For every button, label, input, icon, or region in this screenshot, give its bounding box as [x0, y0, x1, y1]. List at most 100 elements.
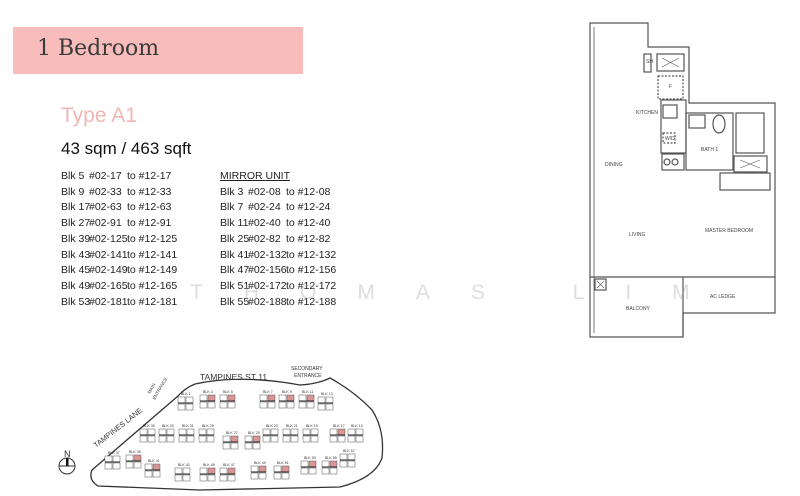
unit-blk: Blk 51 [220, 279, 250, 292]
room-label-wd: W/D [665, 136, 675, 142]
unit-blk: Blk 55 [220, 295, 250, 308]
block-unit [112, 455, 121, 463]
block-label: BLK 27 [226, 431, 238, 435]
block-unit [222, 435, 231, 443]
site-block: BLK 53 [300, 456, 317, 475]
block-unit [104, 462, 113, 470]
block-label: BLK 5 [223, 390, 233, 394]
unit-to: to #12-141 [127, 248, 178, 261]
unit-to: to #12-188 [286, 295, 337, 308]
block-unit [139, 428, 148, 436]
block-unit [270, 435, 279, 443]
block-unit [339, 453, 348, 461]
room-label-living: LIVING [629, 232, 646, 238]
unit-blk: Blk 27 [61, 217, 91, 230]
unit-blk: Blk 47 [220, 264, 250, 277]
room-label-ac-ledge: AC LEDGE [710, 294, 736, 300]
block-unit [355, 428, 364, 436]
header-banner: 1 Bedroom [13, 27, 303, 74]
block-unit [347, 460, 356, 468]
site-block: BLK 21 [282, 424, 299, 443]
unit-from: #02-33 [89, 185, 122, 198]
unit-to: to #12-91 [127, 217, 172, 230]
block-unit [230, 435, 239, 443]
block-unit [298, 401, 307, 409]
site-block: BLK 39 [125, 450, 142, 469]
site-block: BLK 9 [278, 390, 295, 409]
block-unit [325, 403, 334, 411]
unit-to: to #12-40 [286, 217, 331, 230]
block-unit [178, 428, 187, 436]
unit-blk: Blk 7 [220, 201, 244, 214]
block-unit [282, 435, 291, 443]
main-entrance-label-1: MAIN [147, 382, 157, 394]
block-unit [166, 435, 175, 443]
block-unit [259, 394, 268, 402]
block-unit [152, 470, 161, 478]
road-label-tampines-st-11: TAMPINES ST 11 [200, 372, 267, 382]
block-unit [198, 428, 207, 436]
block-label: BLK 9 [282, 390, 292, 394]
site-block: BLK 1 [177, 392, 194, 411]
unit-to: to #12-149 [127, 264, 178, 277]
site-block: BLK 11 [298, 390, 315, 409]
block-unit [258, 465, 267, 473]
unit-blk: Blk 3 [220, 185, 244, 198]
block-unit [281, 465, 290, 473]
mirror-unit-heading: MIRROR UNIT [220, 170, 290, 182]
site-block: BLK 29 [198, 424, 215, 443]
unit-to: to #12-17 [127, 170, 172, 182]
block-unit [325, 396, 334, 404]
site-block: BLK 37 [104, 451, 121, 470]
block-unit [306, 394, 315, 402]
block-unit [158, 435, 167, 443]
block-unit [186, 428, 195, 436]
block-label: BLK 25 [248, 431, 260, 435]
block-unit [207, 467, 216, 475]
block-label: BLK 15 [351, 424, 363, 428]
site-block: BLK 41 [144, 459, 161, 478]
block-unit [199, 401, 208, 409]
block-unit [206, 435, 215, 443]
block-unit [244, 442, 253, 450]
site-block: BLK 43 [174, 463, 191, 482]
site-block: BLK 27 [222, 431, 239, 450]
north-arrow-icon: N [58, 449, 76, 475]
block-unit [244, 435, 253, 443]
block-label: BLK 13 [321, 392, 333, 396]
block-unit [144, 463, 153, 471]
unit-blk: Blk 49 [61, 279, 91, 292]
block-unit [207, 474, 216, 482]
block-unit [227, 467, 236, 475]
block-unit [152, 463, 161, 471]
block-unit [317, 403, 326, 411]
unit-from: #02-149 [89, 264, 128, 277]
block-label: BLK 17 [333, 424, 345, 428]
block-unit [207, 401, 216, 409]
block-unit [273, 465, 282, 473]
block-label: BLK 11 [302, 390, 314, 394]
block-label: BLK 1 [181, 392, 191, 396]
unit-to: to #12-33 [127, 185, 172, 198]
block-unit [267, 394, 276, 402]
block-unit [259, 401, 268, 409]
site-block: BLK 23 [262, 424, 279, 443]
block-unit [174, 474, 183, 482]
site-block: BLK 47 [219, 463, 236, 482]
block-unit [321, 467, 330, 475]
watermark: THOMAS LIM [190, 281, 731, 304]
site-block: BLK 51 [273, 461, 290, 480]
unit-to: to #12-08 [286, 185, 331, 198]
block-unit [198, 435, 207, 443]
block-unit [177, 396, 186, 404]
block-label: BLK 53 [304, 456, 316, 460]
block-label: BLK 35 [143, 424, 155, 428]
unit-to: to #12-132 [286, 248, 337, 261]
unit-from: #02-188 [248, 295, 287, 308]
room-label-bath: BATH 1 [701, 147, 718, 153]
block-label: BLK 57 [343, 449, 355, 453]
site-block: BLK 19 [302, 424, 319, 443]
unit-from: #02-172 [248, 279, 287, 292]
block-unit [347, 435, 356, 443]
site-block: BLK 25 [244, 431, 261, 450]
